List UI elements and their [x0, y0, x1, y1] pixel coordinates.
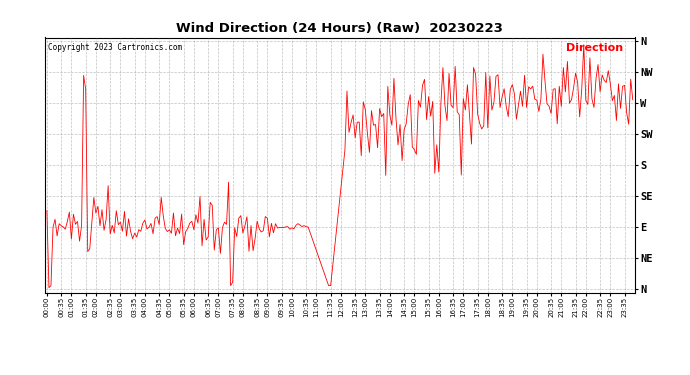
Text: Copyright 2023 Cartronics.com: Copyright 2023 Cartronics.com	[48, 43, 182, 52]
Title: Wind Direction (24 Hours) (Raw)  20230223: Wind Direction (24 Hours) (Raw) 20230223	[177, 22, 503, 35]
Text: Direction: Direction	[566, 43, 623, 52]
